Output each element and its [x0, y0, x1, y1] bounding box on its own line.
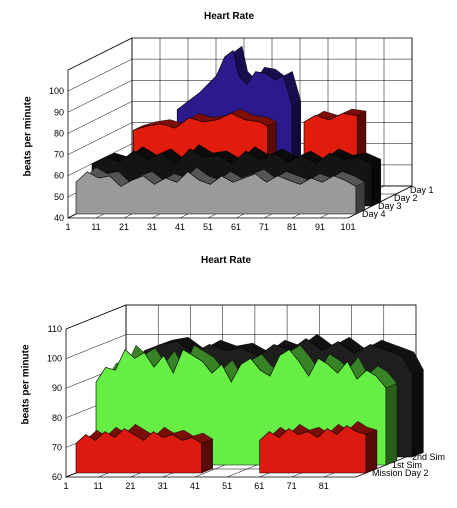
chart-title: Heart Rate	[204, 11, 255, 22]
x-tick-label: 101	[340, 222, 355, 232]
ribbon-end	[355, 181, 365, 215]
x-tick-label: 71	[287, 481, 297, 491]
y-tick-label: 100	[49, 86, 64, 96]
x-tick-label: 31	[158, 481, 168, 491]
y-tick-label: 60	[52, 472, 62, 482]
heart-rate-chart-bottom: Heart Rate beats per minute 2nd Sim 1st S…	[0, 250, 457, 503]
x-tick-label: 81	[319, 481, 329, 491]
y-tick-label: 80	[52, 413, 62, 423]
x-tick-labels: 1 11 21 31 41 51 61 71 81 91 101	[65, 222, 355, 232]
x-tick-label: 51	[222, 481, 232, 491]
y-tick-label: 110	[48, 324, 62, 334]
x-tick-label: 61	[254, 481, 264, 491]
series-mission-day-2: Mission Day 2	[75, 420, 429, 478]
y-axis-label: beats per minute	[22, 96, 34, 177]
ribbon-end	[412, 369, 424, 458]
x-tick-label: 81	[287, 222, 297, 232]
x-tick-label: 21	[119, 222, 129, 232]
x-tick-label: 11	[94, 481, 103, 491]
x-tick-labels: 1 11 21 31 41 51 61 71 81	[63, 481, 328, 491]
chart-title: Heart Rate	[201, 255, 252, 266]
ribbon-front	[75, 428, 202, 474]
y-tick-label: 70	[52, 442, 62, 452]
ribbon-end	[365, 429, 378, 474]
x-tick-label: 91	[315, 222, 325, 232]
x-tick-label: 1	[65, 222, 70, 232]
y-tick-label: 60	[54, 171, 64, 181]
ribbon-front	[259, 425, 367, 474]
series-label: Day 3	[378, 201, 402, 211]
x-tick-label: 1	[63, 481, 68, 491]
series-label: Day 4	[362, 209, 386, 219]
y-tick-label: 50	[54, 192, 64, 202]
ribbon-front	[75, 171, 357, 215]
x-tick-label: 61	[231, 222, 241, 232]
ribbon-end	[201, 438, 213, 474]
x-tick-label: 21	[125, 481, 135, 491]
series-label: 2nd Sim	[412, 452, 445, 462]
x-tick-label: 41	[175, 222, 185, 232]
x-gridline	[347, 38, 413, 219]
y-tick-label: 70	[54, 150, 64, 160]
series-label: Day 1	[410, 185, 434, 195]
y-tick-label: 90	[52, 383, 62, 393]
x-tick-label: 71	[259, 222, 269, 232]
y-tick-label: 90	[54, 107, 64, 117]
y-tick-labels: 60 70 80 90 100 110	[47, 324, 62, 482]
y-tick-labels: 40 50 60 70 80 90 100	[49, 86, 64, 223]
series-label: Mission Day 2	[372, 468, 429, 478]
y-tick-label: 100	[47, 354, 62, 364]
y-tick-label: 40	[54, 213, 64, 223]
x-tick-label: 11	[91, 222, 100, 232]
y-tick-label: 80	[54, 128, 64, 138]
y-axis-label: beats per minute	[20, 344, 32, 425]
heart-rate-chart-top: Heart Rate beats per minute Day 1 Day 2 Da…	[0, 0, 457, 250]
ribbon-end	[385, 383, 398, 466]
ribbon-end	[371, 158, 381, 207]
series-label: 1st Sim	[392, 460, 422, 470]
x-tick-label: 41	[190, 481, 200, 491]
series-label: Day 2	[394, 193, 418, 203]
x-tick-label: 51	[203, 222, 213, 232]
series-day-4: Day 4	[75, 167, 386, 219]
x-tick-label: 31	[147, 222, 157, 232]
